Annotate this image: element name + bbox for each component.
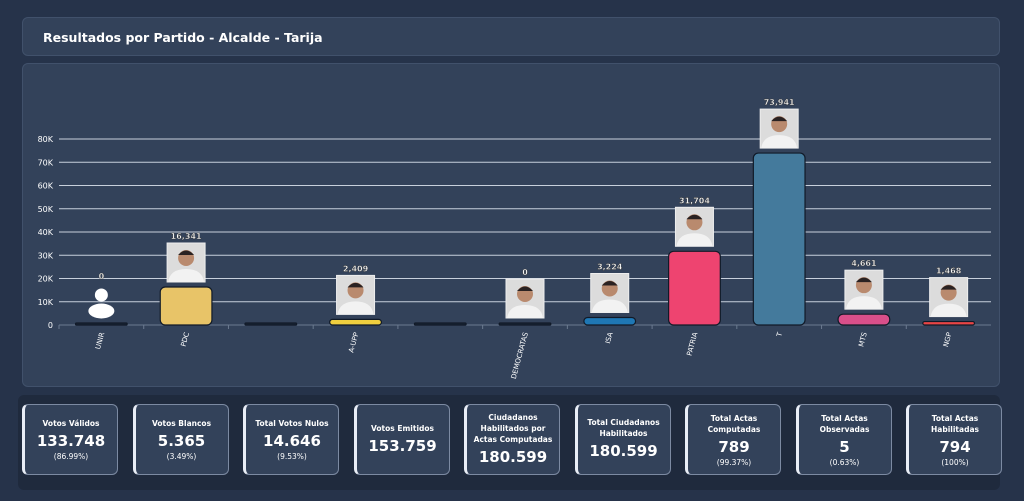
bar[interactable]	[244, 322, 298, 326]
bar[interactable]	[74, 322, 128, 326]
x-tick-label: NGP	[942, 331, 954, 347]
bar[interactable]	[837, 313, 891, 326]
stat-card: Votos Emitidos 153.759	[353, 404, 450, 475]
x-tick-label: T	[775, 331, 784, 339]
y-tick-label: 60K	[38, 182, 54, 191]
stat-value: 794	[939, 437, 971, 456]
bar[interactable]	[498, 322, 552, 326]
candidate-photo	[929, 277, 969, 318]
stat-percent: (0.63%)	[829, 457, 860, 467]
stat-card: Votos Válidos 133.748 (86.99%)	[22, 404, 118, 475]
candidate-photo	[844, 269, 884, 310]
stat-value: 789	[718, 437, 750, 456]
stat-value: 14.646	[263, 432, 321, 450]
stat-card: Ciudadanos Habilitados por Actas Computa…	[464, 404, 560, 475]
x-tick-label: A-UPP	[347, 331, 360, 353]
stat-label: Ciudadanos Habilitados por Actas Computa…	[473, 412, 553, 444]
title-panel: Resultados por Partido - Alcalde - Tarij…	[22, 17, 1000, 56]
stat-card: Total Actas Computadas 789 (99.37%)	[685, 404, 781, 475]
stat-value: 180.599	[478, 447, 548, 466]
bar[interactable]	[159, 286, 213, 326]
y-tick-label: 80K	[38, 135, 54, 144]
stat-percent: (100%)	[941, 457, 969, 467]
stat-percent: (9.53%)	[277, 452, 307, 461]
page-title: Resultados por Partido - Alcalde - Tarij…	[43, 30, 323, 45]
stat-label: Total Votos Nulos	[255, 419, 329, 428]
y-tick-label: 30K	[38, 251, 54, 260]
stat-label: Total Actas Computadas	[707, 413, 761, 434]
candidate-photo	[590, 273, 630, 314]
stat-label: Votos Válidos	[42, 419, 100, 428]
stat-card: Total Ciudadanos Habilitados 180.599	[574, 404, 671, 475]
x-tick-label: PDC	[180, 331, 192, 347]
data-label: 2,409	[343, 264, 369, 273]
stat-card: Total Actas Habilitadas 794 (100%)	[906, 404, 1002, 475]
stat-percent: (3.49%)	[166, 452, 197, 461]
x-tick-label: DEMOCRATAS	[510, 331, 530, 380]
bar[interactable]	[922, 320, 976, 326]
y-tick-label: 0	[48, 321, 53, 330]
stat-percent: (99.37%)	[716, 457, 752, 467]
x-tick-label: UNIR	[94, 331, 106, 350]
bar[interactable]	[752, 152, 806, 326]
stat-card: Votos Blancos 5.365 (3.49%)	[132, 404, 229, 475]
stat-value: 5.365	[157, 432, 206, 450]
stat-label: Total Actas Observadas	[819, 413, 870, 434]
x-tick-label: ISA	[604, 331, 615, 344]
stat-percent: (86.99%)	[53, 452, 89, 461]
y-tick-label: 20K	[38, 275, 54, 284]
stat-label: Votos Emitidos	[370, 423, 434, 433]
stats-strip: Votos Válidos 133.748 (86.99%) Votos Blanc…	[18, 395, 1002, 490]
x-tick-label: MTS	[857, 331, 869, 348]
bar[interactable]	[329, 318, 382, 326]
y-tick-label: 70K	[38, 158, 54, 167]
candidate-photo	[674, 206, 714, 247]
y-tick-label: 50K	[38, 205, 54, 214]
stat-value: 5	[839, 437, 850, 456]
stat-label: Total Ciudadanos Habilitados	[587, 418, 660, 438]
candidate-photo	[166, 242, 206, 283]
candidate-photo	[505, 278, 545, 319]
candidate-photo	[759, 108, 799, 149]
bar[interactable]	[583, 316, 637, 326]
stat-card: Total Votos Nulos 14.646 (9.53%)	[243, 404, 339, 475]
data-label: 1,468	[936, 267, 962, 276]
data-label: 73,941	[764, 98, 795, 107]
chart-panel: 0 10K 20K 30K 40K 50K 60K 70K 80K UNIR 0 PDC 16,341 A…	[22, 63, 1000, 387]
stat-label: Total Actas Habilitadas	[931, 413, 979, 434]
data-label: 3,224	[597, 263, 623, 272]
candidate-photo	[336, 274, 376, 315]
stat-value: 133.748	[36, 432, 106, 450]
data-label: 0	[99, 272, 105, 281]
data-label: 31,704	[679, 196, 710, 205]
x-tick-label: PATRIA	[685, 331, 699, 356]
data-label: 4,661	[851, 259, 877, 268]
bar[interactable]	[413, 322, 467, 326]
user-placeholder-icon	[88, 288, 115, 319]
bar-chart: 0 10K 20K 30K 40K 50K 60K 70K 80K UNIR 0 PDC 16,341 A…	[38, 98, 991, 380]
bar[interactable]	[668, 250, 721, 326]
data-label: 0	[522, 268, 528, 277]
data-label: 16,341	[171, 232, 202, 241]
y-tick-label: 10K	[38, 298, 54, 307]
stat-value: 180.599	[589, 442, 658, 460]
stat-card: Total Actas Observadas 5 (0.63%)	[795, 404, 892, 475]
y-tick-label: 40K	[38, 228, 54, 237]
stat-label: Votos Blancos	[151, 419, 212, 428]
stat-value: 153.759	[368, 436, 437, 455]
